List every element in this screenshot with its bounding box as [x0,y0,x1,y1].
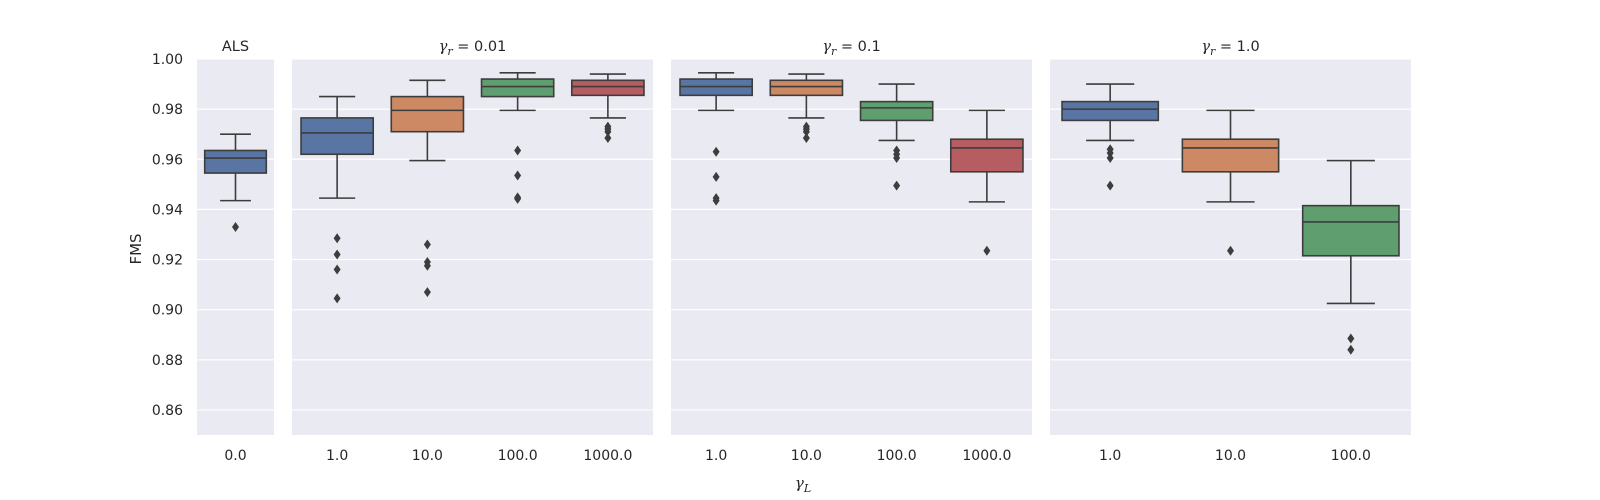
box-1000.0 [949,109,1024,256]
outlier-point [232,221,239,232]
outlier-point [1347,333,1355,344]
outlier-point [893,180,901,191]
x-tick-label: 100.0 [877,448,917,464]
panel-2: γr = 0.1 1.0 10.0 100.0 1000.0 [671,39,1032,464]
y-tick-label: 0.96 [152,152,183,168]
panel-0: ALS 0.0 [197,39,274,464]
outlier-point [423,239,431,250]
x-tick-label: 1.0 [1099,448,1121,464]
outlier-point [712,146,720,157]
iqr-box [769,79,844,97]
x-tick-label: 1000.0 [583,448,632,464]
x-tick-label: 1.0 [705,448,727,464]
y-tick-label: 0.88 [152,353,183,369]
x-tick-label: 10.0 [412,448,443,464]
outlier-point [893,153,901,164]
x-tick-label: 1.0 [326,448,348,464]
box-1.0 [1061,83,1160,191]
panel-title: γr = 0.1 [822,39,880,58]
outlier-point [514,193,522,204]
outlier-point [333,293,341,304]
box-100.0 [1301,159,1400,355]
outlier-point [604,132,612,143]
panel-title: γr = 1.0 [1201,39,1259,58]
outlier-point [1106,180,1114,191]
box-10.0 [390,79,465,298]
iqr-box [1301,204,1400,257]
iqr-box [949,138,1024,173]
y-axis-ticks: 0.86 0.88 0.90 0.92 0.94 0.96 0.98 1.00 [152,52,183,419]
panel-background [671,59,1032,435]
y-axis-label: FMS [127,233,145,264]
box-10.0 [1181,109,1280,256]
outlier-point [333,249,341,260]
y-tick-label: 0.90 [152,303,183,319]
iqr-box [390,95,465,133]
box-0.0 [203,133,268,232]
x-axis-label: γL [795,474,811,495]
x-tick-label: 10.0 [791,448,822,464]
panel-background [197,59,274,435]
panel-background [292,59,653,435]
iqr-box [570,79,645,97]
iqr-box [480,78,555,98]
box-1.0 [300,95,375,304]
y-tick-label: 0.92 [152,253,183,269]
box-100.0 [859,83,934,191]
outlier-point [333,233,341,244]
iqr-box [859,100,934,122]
y-tick-label: 0.94 [152,202,183,218]
y-tick-label: 0.98 [152,102,183,118]
panel-3: γr = 1.0 1.0 10.0 100.0 [1050,39,1411,464]
x-tick-label: 1000.0 [962,448,1011,464]
iqr-box [203,149,268,174]
box-100.0 [480,71,555,204]
box-10.0 [769,73,844,143]
y-tick-label: 1.00 [152,52,183,68]
panel-title: γr = 0.01 [439,39,507,58]
outlier-point [514,170,522,181]
box-1000.0 [570,73,645,143]
outlier-point [802,132,810,143]
x-tick-label: 100.0 [1331,448,1371,464]
outlier-point [1227,245,1234,256]
x-tick-label: 0.0 [224,448,246,464]
iqr-box [300,117,375,156]
x-tick-label: 10.0 [1215,448,1246,464]
outlier-point [1106,153,1114,164]
outlier-point [514,145,522,156]
iqr-box [1181,138,1280,173]
outlier-point [423,260,431,271]
outlier-point [1106,148,1114,158]
outlier-point [983,245,991,256]
outlier-point [423,287,431,298]
outlier-point [1347,344,1355,355]
outlier-point [604,126,612,137]
panel-title: ALS [222,39,249,55]
iqr-box [1061,100,1160,122]
box-1.0 [679,71,754,206]
outlier-point [712,171,720,182]
outlier-point [712,195,720,206]
y-tick-label: 0.86 [152,403,183,419]
panel-1: γr = 0.01 1.0 10.0 100.0 1000.0 [292,39,653,464]
x-tick-label: 100.0 [498,448,538,464]
outlier-point [333,264,341,275]
outlier-point [802,126,810,137]
